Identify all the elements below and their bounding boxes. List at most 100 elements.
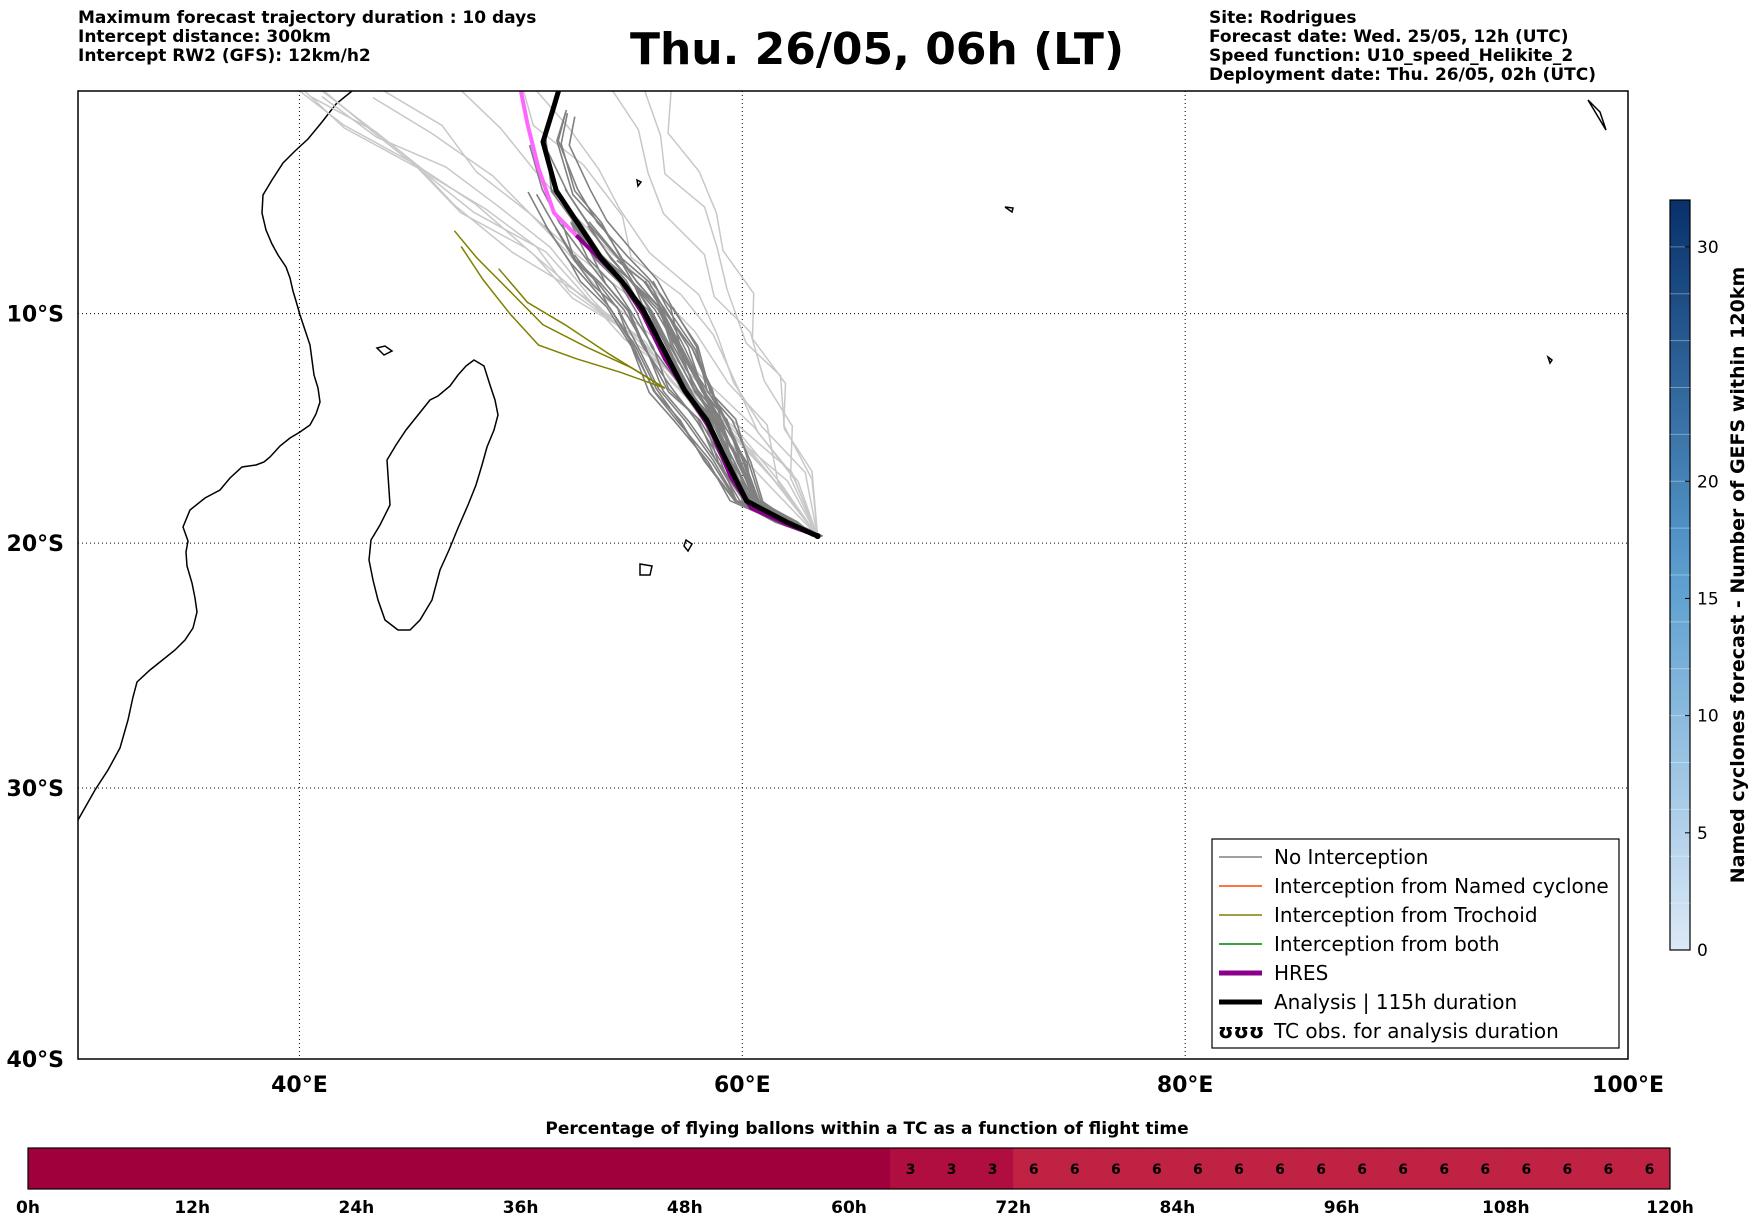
longitude-tick-label: 100°E <box>1592 1073 1664 1098</box>
track-trochoid-interception <box>498 268 666 389</box>
ensemble-track-faint <box>460 91 819 537</box>
timeline-cell <box>28 1148 70 1189</box>
header-right-line: Forecast date: Wed. 25/05, 12h (UTC) <box>1209 27 1569 47</box>
timeline-cells: 3 3 3 6 6 6 6 6 6 6 6 6 6 6 6 6 6 6 6 <box>28 1148 1671 1189</box>
island-small <box>1587 99 1607 131</box>
timeline-cell <box>931 1148 973 1189</box>
timeline-cell <box>233 1148 275 1189</box>
timeline-cell-value: 3 <box>947 1162 957 1178</box>
map-legend: No Interception Interception from Named c… <box>1211 838 1620 1049</box>
latitude-tick-label: 20°S <box>7 532 64 557</box>
hres-track-late <box>518 91 578 237</box>
timeline-tick-label: 0h <box>16 1198 40 1218</box>
timeline-tick-label: 24h <box>339 1198 375 1218</box>
timeline-cell <box>1341 1148 1384 1189</box>
timeline-cell <box>1382 1148 1425 1189</box>
timeline-cell-value: 6 <box>1193 1162 1203 1178</box>
colorbar-tick-label: 5 <box>1697 824 1708 844</box>
timeline-cell-value: 6 <box>1563 1162 1573 1178</box>
ensemble-track-faint <box>535 91 819 537</box>
ensemble-track-no-interception <box>557 111 814 537</box>
header-right: Site: Rodrigues Forecast date: Wed. 25/0… <box>1209 9 1596 85</box>
timeline-cell <box>1505 1148 1548 1189</box>
ensemble-track-no-interception <box>568 116 814 537</box>
timeline-cell <box>602 1148 645 1189</box>
mauritius-island <box>683 538 693 553</box>
timeline-cell <box>479 1148 522 1189</box>
timeline-cell-value: 3 <box>906 1162 916 1178</box>
colorbar-tick-label: 10 <box>1697 707 1719 727</box>
ensemble-track-no-interception <box>560 113 822 537</box>
ensemble-track-faint <box>321 95 819 537</box>
timeline-cell-value: 6 <box>1645 1162 1655 1178</box>
timeline-tick-label: 48h <box>667 1198 703 1218</box>
timeline-cell <box>1218 1148 1260 1189</box>
track-trochoid-interception <box>460 245 666 389</box>
timeline-cell-value: 6 <box>1480 1162 1490 1178</box>
latitude-tick-label: 10°S <box>7 303 64 328</box>
timeline-cell <box>1095 1148 1137 1189</box>
timeline-title: Percentage of flying ballons within a TC… <box>545 1119 1188 1139</box>
timeline-cell-value: 6 <box>1234 1162 1244 1178</box>
legend-label: Interception from Named cyclone <box>1274 874 1609 898</box>
ensemble-track-faint <box>644 91 819 537</box>
legend-label: Interception from both <box>1274 932 1500 956</box>
comoros-island <box>375 345 394 356</box>
timeline-tick-label: 72h <box>995 1198 1031 1218</box>
timeline-cell <box>69 1148 111 1189</box>
timeline-cell <box>1136 1148 1178 1189</box>
legend-label: Interception from Trochoid <box>1274 903 1538 927</box>
timeline-bar: Percentage of flying ballons within a TC… <box>16 1119 1694 1218</box>
timeline-cell <box>1464 1148 1507 1189</box>
timeline-cell <box>807 1148 850 1189</box>
timeline-cell-value: 3 <box>988 1162 998 1178</box>
timeline-cell <box>1054 1148 1096 1189</box>
timeline-cell <box>274 1148 316 1189</box>
ensemble-track-no-interception <box>544 224 819 537</box>
timeline-cell <box>1259 1148 1302 1189</box>
map-axis-labels: 40°E 60°E 80°E 100°E 10°S 20°S 30°S 40°S <box>7 303 1664 1098</box>
timeline-cell <box>1177 1148 1219 1189</box>
colorbar-label: Named cyclones forecast - Number of GEFS… <box>1727 267 1749 884</box>
longitude-tick-label: 40°E <box>271 1073 328 1098</box>
timeline-tick-label: 96h <box>1324 1198 1360 1218</box>
timeline-cell <box>151 1148 193 1189</box>
analysis-track <box>540 91 819 539</box>
site-marker <box>814 533 821 540</box>
timeline-cell <box>972 1148 1014 1189</box>
timeline-cell-value: 6 <box>1521 1162 1531 1178</box>
timeline-cell <box>1546 1148 1589 1189</box>
timeline-cell <box>397 1148 439 1189</box>
seychelles-island <box>636 178 643 188</box>
timeline-border <box>27 1147 1671 1190</box>
timeline-tick-label: 108h <box>1482 1198 1530 1218</box>
timeline-cell-value: 6 <box>1275 1162 1285 1178</box>
timeline-cell <box>561 1148 604 1189</box>
timeline-cell <box>438 1148 481 1189</box>
timeline-tick-label: 60h <box>831 1198 867 1218</box>
reunion-island <box>639 563 653 576</box>
timeline-cell <box>725 1148 768 1189</box>
ensemble-track-faint <box>611 91 819 537</box>
colorbar-tick-label: 20 <box>1697 472 1719 492</box>
legend-box <box>1211 838 1620 1049</box>
timeline-cell-value: 6 <box>1357 1162 1367 1178</box>
legend-label: HRES <box>1274 961 1328 985</box>
timeline-cell-value: 6 <box>1439 1162 1449 1178</box>
timeline-cell-value: 6 <box>1029 1162 1039 1178</box>
map-gridlines <box>78 91 1628 1059</box>
longitude-tick-label: 60°E <box>714 1073 771 1098</box>
timeline-cell <box>849 1148 891 1189</box>
latitude-tick-label: 40°S <box>7 1048 64 1073</box>
timeline-cell-value: 6 <box>1070 1162 1080 1178</box>
timeline-cell-value: 6 <box>1316 1162 1326 1178</box>
timeline-cell <box>890 1148 932 1189</box>
timeline-tick-label: 84h <box>1160 1198 1196 1218</box>
colorbar-tick-label: 15 <box>1697 589 1719 609</box>
africa-coastline <box>78 91 353 821</box>
trajectory-tracks <box>298 91 824 540</box>
timeline-cell <box>643 1148 686 1189</box>
timeline-cell <box>1300 1148 1343 1189</box>
timeline-cell-value: 6 <box>1398 1162 1408 1178</box>
